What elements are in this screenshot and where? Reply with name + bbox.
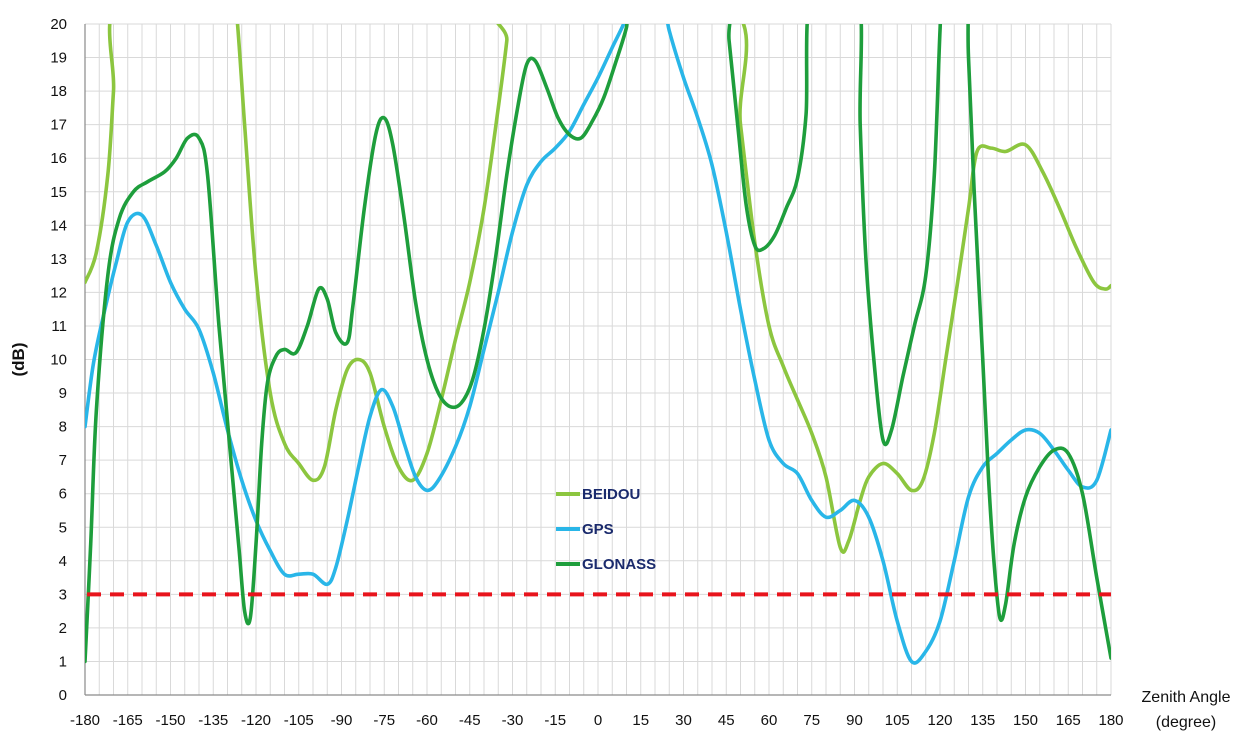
- y-tick-label: 17: [50, 117, 67, 134]
- x-tick-label: -15: [544, 712, 566, 729]
- x-tick-label: 0: [594, 712, 602, 729]
- y-tick-label: 4: [59, 553, 67, 570]
- y-tick-label: 12: [50, 284, 67, 301]
- y-tick-label: 13: [50, 251, 67, 268]
- y-tick-label: 2: [59, 620, 67, 637]
- series-line-gps: [85, 24, 1111, 665]
- x-tick-label: -165: [113, 712, 143, 729]
- x-tick-label: 135: [970, 712, 995, 729]
- x-tick-label: 180: [1098, 712, 1123, 729]
- y-tick-label: 3: [59, 586, 67, 603]
- y-tick-label: 10: [50, 352, 67, 369]
- x-axis-unit-label: (degree): [1156, 714, 1216, 731]
- legend-label: BEIDOU: [582, 486, 640, 503]
- y-tick-label: 20: [50, 16, 67, 33]
- x-tick-label: 105: [885, 712, 910, 729]
- y-tick-label: 11: [51, 318, 67, 335]
- x-tick-label: -150: [155, 712, 185, 729]
- y-tick-label: 15: [50, 184, 67, 201]
- x-tick-labels: -180 -165 -150 -135 -120 -105 -90 -75 -60 -45 -30-…: [70, 712, 1124, 729]
- x-tick-label: -30: [502, 712, 524, 729]
- y-tick-label: 14: [50, 217, 67, 234]
- x-tick-label: -75: [373, 712, 395, 729]
- legend-label: GPS: [582, 521, 614, 538]
- y-tick-label: 8: [59, 419, 67, 436]
- x-tick-label: 45: [718, 712, 735, 729]
- y-tick-label: 19: [50, 50, 67, 67]
- y-tick-label: 9: [59, 385, 67, 402]
- x-tick-label: -135: [198, 712, 228, 729]
- x-axis-label: Zenith Angle: [1142, 689, 1231, 706]
- x-tick-label: 165: [1056, 712, 1081, 729]
- x-tick-label: 60: [761, 712, 778, 729]
- y-tick-label: 0: [59, 687, 67, 704]
- series-layer: [85, 24, 1111, 665]
- x-tick-label: 120: [927, 712, 952, 729]
- y-tick-label: 7: [59, 452, 67, 469]
- x-tick-label: 150: [1013, 712, 1038, 729]
- x-tick-label: -120: [241, 712, 271, 729]
- y-tick-label: 18: [50, 83, 67, 100]
- legend: BEIDOU GPS GLONASS: [556, 486, 656, 573]
- x-tick-label: -105: [284, 712, 314, 729]
- x-tick-label: -45: [459, 712, 481, 729]
- x-tick-label: -60: [416, 712, 438, 729]
- y-tick-label: 16: [50, 150, 67, 167]
- y-tick-label: 5: [59, 519, 67, 536]
- x-tick-label: 75: [803, 712, 820, 729]
- x-tick-label: -180: [70, 712, 100, 729]
- series-line-glonass: [85, 24, 1111, 664]
- legend-label: GLONASS: [582, 556, 656, 573]
- y-axis-label: (dB): [9, 343, 28, 377]
- x-tick-label: 90: [846, 712, 863, 729]
- x-tick-label: -90: [331, 712, 353, 729]
- series-line-beidou: [85, 24, 1111, 554]
- y-tick-label: 1: [59, 653, 67, 670]
- x-tick-label: 30: [675, 712, 692, 729]
- x-tick-label: 15: [632, 712, 649, 729]
- y-tick-label: 6: [59, 486, 67, 503]
